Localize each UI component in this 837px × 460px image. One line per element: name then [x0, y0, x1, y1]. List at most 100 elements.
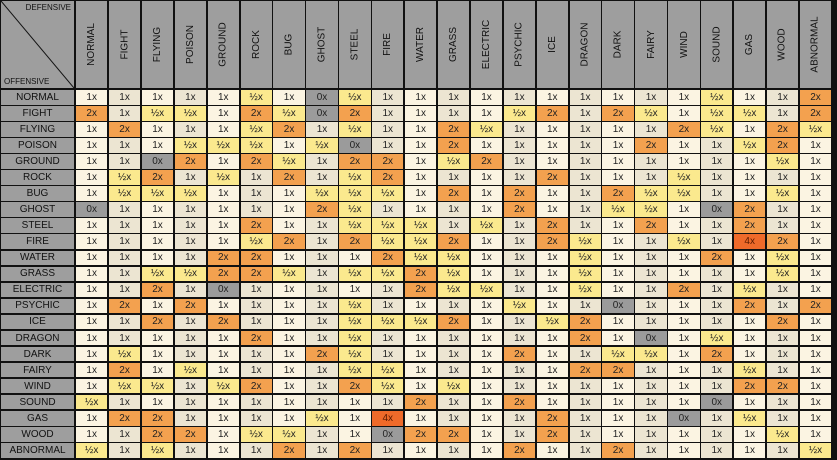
- row-header-fight: FIGHT: [1, 106, 74, 121]
- cell-poison-vs-flying: 1x: [141, 138, 174, 153]
- cell-wind-vs-dark: 1x: [602, 378, 634, 394]
- column-header-sound: SOUND: [701, 1, 733, 88]
- cell-steel-vs-normal: 1x: [76, 218, 108, 233]
- column-header-label: WATER: [415, 27, 427, 62]
- cell-flying-vs-steel: ½x: [339, 122, 371, 137]
- cell-poison-vs-dragon: 1x: [569, 138, 601, 153]
- cell-dragon-vs-water: 1x: [405, 330, 437, 346]
- cell-fight-vs-fight: 1x: [108, 106, 141, 121]
- row-header-water: WATER: [1, 250, 74, 266]
- cell-rock-vs-grass: 1x: [437, 170, 470, 185]
- column-header-label: WOOD: [777, 28, 789, 61]
- cell-fairy-vs-grass: 1x: [437, 362, 470, 378]
- cell-psychic-vs-dark: 0x: [602, 298, 634, 314]
- column-header-dark: DARK: [602, 1, 634, 88]
- cell-wood-vs-grass: 2x: [437, 427, 470, 442]
- cell-grass-vs-rock: 2x: [240, 266, 272, 282]
- cell-fire-vs-grass: 2x: [437, 234, 470, 249]
- cell-ground-vs-wind: 1x: [668, 154, 700, 169]
- cell-fairy-vs-steel: ½x: [339, 362, 371, 378]
- cell-abnormal-vs-ice: 1x: [536, 443, 568, 458]
- cell-dragon-vs-fairy: 0x: [635, 330, 667, 346]
- cell-poison-vs-poison: ½x: [174, 138, 207, 153]
- row-header-ground: GROUND: [1, 154, 74, 169]
- cell-ice-vs-fire: ½x: [372, 314, 404, 330]
- cell-water-vs-abnormal: 1x: [799, 250, 832, 266]
- cell-electric-vs-abnormal: 1x: [799, 282, 832, 298]
- cell-poison-vs-grass: 2x: [437, 138, 470, 153]
- row-header-flying: FLYING: [1, 122, 74, 137]
- cell-steel-vs-ground: 1x: [207, 218, 239, 233]
- cell-wood-vs-dragon: 1x: [569, 427, 601, 442]
- cell-ground-vs-gas: 1x: [734, 154, 766, 169]
- cell-normal-vs-abnormal: 2x: [799, 90, 832, 105]
- cell-normal-vs-poison: 1x: [174, 90, 207, 105]
- cell-grass-vs-fight: 1x: [108, 266, 141, 282]
- cell-wood-vs-flying: 2x: [141, 427, 174, 442]
- cell-fight-vs-rock: 2x: [240, 106, 272, 121]
- cell-water-vs-rock: 2x: [240, 250, 272, 266]
- cell-dark-vs-steel: ½x: [339, 346, 371, 362]
- cell-ghost-vs-water: 1x: [405, 202, 437, 217]
- cell-abnormal-vs-bug: 2x: [273, 443, 305, 458]
- cell-rock-vs-sound: 1x: [701, 170, 733, 185]
- cell-sound-vs-normal: ½x: [76, 394, 108, 410]
- cell-fire-vs-water: ½x: [405, 234, 437, 249]
- cell-fairy-vs-dragon: 2x: [569, 362, 601, 378]
- column-header-fairy: FAIRY: [635, 1, 667, 88]
- cell-ground-vs-ice: 1x: [536, 154, 568, 169]
- cell-steel-vs-psychic: 1x: [503, 218, 536, 233]
- cell-dark-vs-gas: 1x: [734, 346, 766, 362]
- cell-dragon-vs-steel: ½x: [339, 330, 371, 346]
- cell-fairy-vs-normal: 1x: [76, 362, 108, 378]
- cell-psychic-vs-grass: 1x: [437, 298, 470, 314]
- cell-gas-vs-fight: 2x: [108, 411, 141, 426]
- cell-poison-vs-abnormal: 1x: [799, 138, 832, 153]
- cell-water-vs-dragon: ½x: [569, 250, 601, 266]
- cell-grass-vs-fire: ½x: [372, 266, 404, 282]
- cell-fight-vs-gas: ½x: [734, 106, 766, 121]
- cell-psychic-vs-fairy: 1x: [635, 298, 667, 314]
- cell-flying-vs-flying: 1x: [141, 122, 174, 137]
- cell-fight-vs-fire: 1x: [372, 106, 404, 121]
- cell-fairy-vs-ground: 1x: [207, 362, 239, 378]
- cell-water-vs-fire: 2x: [372, 250, 404, 266]
- row-header-psychic: PSYCHIC: [1, 298, 74, 314]
- cell-fairy-vs-fight: 2x: [108, 362, 141, 378]
- cell-electric-vs-dragon: ½x: [569, 282, 601, 298]
- column-header-label: ELECTRIC: [480, 19, 492, 70]
- cell-abnormal-vs-ghost: 1x: [306, 443, 338, 458]
- cell-bug-vs-normal: 1x: [76, 186, 108, 201]
- row-header-wood: WOOD: [1, 427, 74, 442]
- column-header-electric: ELECTRIC: [470, 1, 503, 88]
- cell-bug-vs-fairy: ½x: [635, 186, 667, 201]
- column-header-label: GAS: [744, 33, 756, 56]
- cell-abnormal-vs-dragon: 1x: [569, 443, 601, 458]
- cell-steel-vs-sound: 1x: [701, 218, 733, 233]
- cell-ice-vs-dragon: 2x: [569, 314, 601, 330]
- cell-poison-vs-fight: 1x: [108, 138, 141, 153]
- cell-electric-vs-ground: 0x: [207, 282, 239, 298]
- cell-abnormal-vs-ground: 1x: [207, 443, 239, 458]
- cell-fight-vs-bug: ½x: [273, 106, 305, 121]
- cell-normal-vs-flying: 1x: [141, 90, 174, 105]
- column-header-ground: GROUND: [207, 1, 239, 88]
- cell-flying-vs-grass: 2x: [437, 122, 470, 137]
- cell-poison-vs-fairy: 2x: [635, 138, 667, 153]
- cell-sound-vs-dark: 1x: [602, 394, 634, 410]
- cell-wood-vs-dark: 1x: [602, 427, 634, 442]
- cell-fire-vs-wood: 2x: [766, 234, 799, 249]
- cell-electric-vs-grass: ½x: [437, 282, 470, 298]
- cell-flying-vs-electric: ½x: [470, 122, 503, 137]
- cell-fairy-vs-gas: ½x: [734, 362, 766, 378]
- cell-ice-vs-fairy: 1x: [635, 314, 667, 330]
- cell-dark-vs-electric: 1x: [470, 346, 503, 362]
- cell-sound-vs-flying: 1x: [141, 394, 174, 410]
- cell-flying-vs-dragon: 1x: [569, 122, 601, 137]
- cell-ghost-vs-fairy: ½x: [635, 202, 667, 217]
- cell-steel-vs-gas: 2x: [734, 218, 766, 233]
- cell-fairy-vs-electric: 1x: [470, 362, 503, 378]
- cell-sound-vs-dragon: 1x: [569, 394, 601, 410]
- cell-steel-vs-ghost: 1x: [306, 218, 338, 233]
- cell-psychic-vs-gas: 2x: [734, 298, 766, 314]
